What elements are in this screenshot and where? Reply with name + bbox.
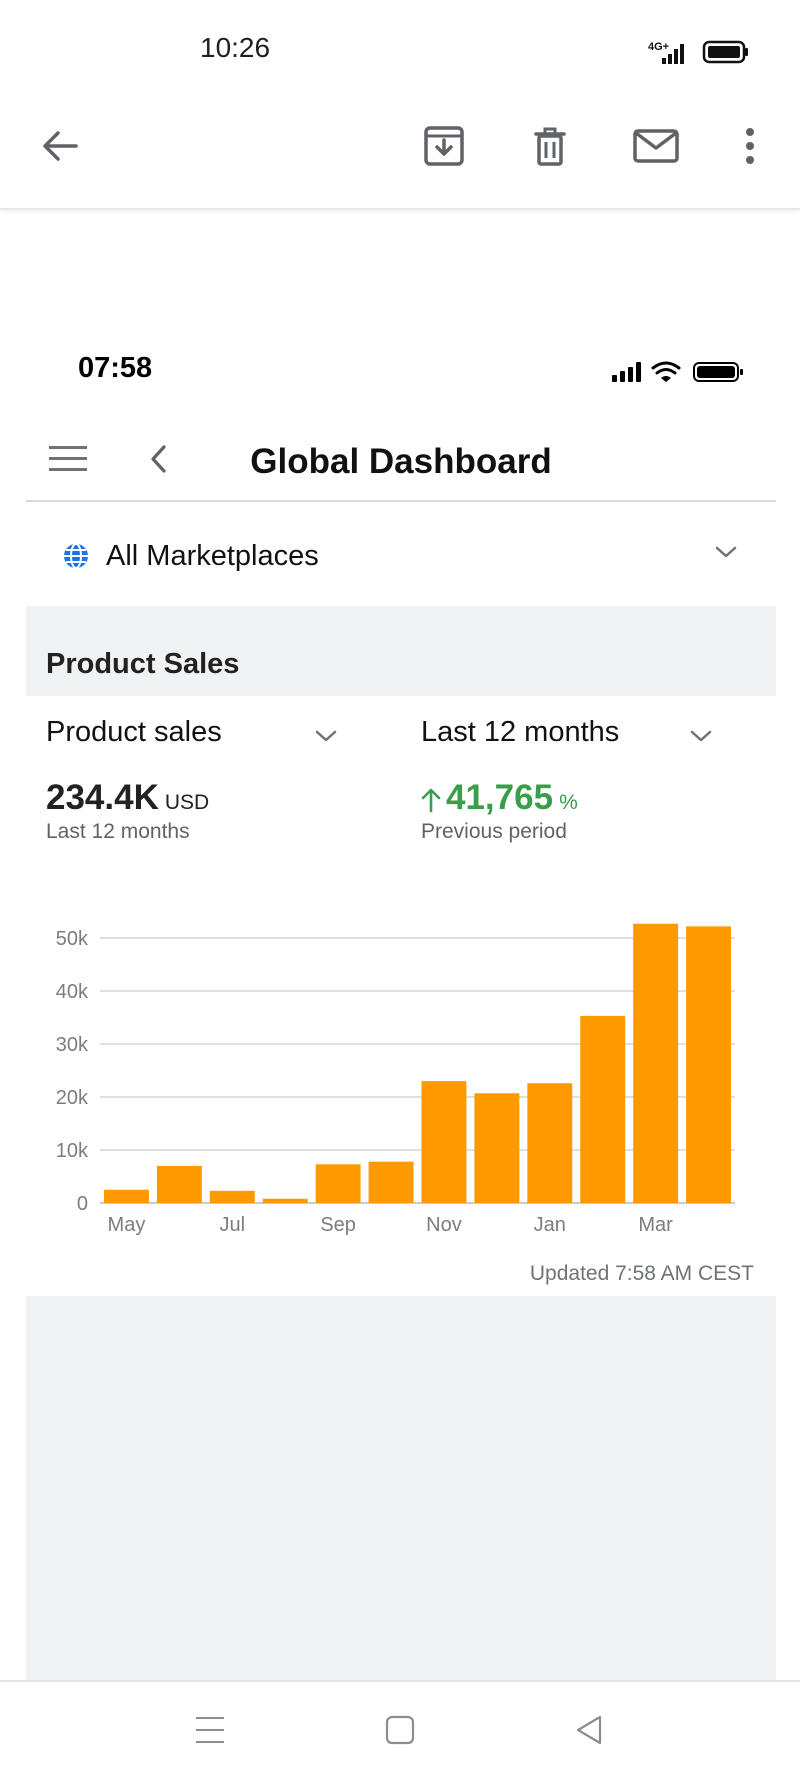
metric-value-number: 234.4K [46,778,159,817]
y-tick-label: 20k [56,1087,89,1109]
battery-icon [693,362,743,382]
x-tick-label: Nov [426,1214,462,1236]
back-arrow-icon [43,131,78,161]
chevron-left-icon [151,445,166,473]
back-button[interactable] [28,114,92,178]
y-tick-label: 50k [56,928,89,950]
metric-value-unit: USD [164,791,210,814]
chevron-down-icon [690,730,712,742]
y-tick-label: 40k [56,981,89,1003]
menu-button[interactable] [48,444,90,474]
chart-y-ticks: 0 10k 20k 30k 40k 50k [56,928,89,1215]
x-tick-label: Mar [638,1214,673,1236]
recents-button[interactable] [190,1714,230,1746]
chart-grid [100,937,735,1204]
product-sales-chart: 0 10k 20k 30k 40k 50k May Jul Sep Nov Jan Mar [56,923,735,1236]
triangle-back-icon [576,1715,602,1745]
metric-value: 234.4K USD [46,778,209,818]
network-type-label: 4G+ [648,41,669,53]
inner-status-time: 07:58 [78,352,153,384]
more-vert-icon [746,128,754,164]
mail-icon [633,129,679,163]
trash-icon [534,127,566,166]
hamburger-menu-icon [49,446,87,471]
y-tick-label: 10k [56,1140,89,1162]
chart-bar-mar[interactable] [633,923,679,1203]
metric-selector[interactable]: Product sales [46,716,346,760]
chevron-down-icon [315,730,337,742]
chart-bar-jan[interactable] [527,1083,573,1203]
change-value-unit: % [559,791,578,814]
change-value: 41,765% [420,778,578,818]
metric-selector-label: Product sales [46,716,222,748]
chart-bars [104,923,731,1203]
delete-button[interactable] [518,114,582,178]
email-toolbar [0,92,800,210]
updated-timestamp: Updated 7:58 AM CEST [529,1262,754,1285]
more-options-button[interactable] [718,114,782,178]
arrow-up-icon [421,788,441,813]
cellular-signal-icon [612,362,641,382]
back-button[interactable] [148,444,170,474]
chart-bar-aug[interactable] [262,1198,308,1203]
chart-x-ticks: May Jul Sep Nov Jan Mar [108,1214,674,1236]
period-selector-label: Last 12 months [421,716,620,748]
section-title: Product Sales [46,648,240,680]
marketplace-selector[interactable]: All Marketplaces [26,504,776,604]
chart-bar-nov[interactable] [421,1081,467,1203]
square-home-icon [385,1715,415,1745]
chart-bar-feb[interactable] [580,1015,626,1203]
outer-status-time: 10:26 [200,32,271,63]
mark-unread-button[interactable] [624,114,688,178]
chart-bar-jul[interactable] [209,1190,255,1203]
page-title: Global Dashboard [250,442,552,481]
metric-period-label: Last 12 months [46,820,190,843]
empty-content-panel [26,1296,776,1680]
archive-icon [424,126,464,166]
home-button[interactable] [380,1712,420,1748]
signal-icon: 4G+ [648,41,684,64]
marketplace-label: All Marketplaces [106,540,319,572]
inner-status-icons [612,360,748,384]
outer-status-icons: 4G+ [648,38,750,68]
y-tick-label: 30k [56,1034,89,1056]
chart-bar-jun[interactable] [156,1165,202,1203]
period-selector[interactable]: Last 12 months [421,716,721,760]
chevron-down-icon [715,546,737,558]
dashboard-header: Global Dashboard [26,424,776,502]
menu-lines-icon [196,1717,224,1743]
chart-bar-oct[interactable] [368,1161,414,1203]
globe-icon [64,543,88,569]
archive-button[interactable] [412,114,476,178]
battery-icon [702,40,748,64]
change-period-label: Previous period [421,820,567,843]
wifi-icon [651,361,681,382]
chart-bar-sep[interactable] [315,1164,361,1203]
x-tick-label: May [108,1214,146,1236]
y-tick-label: 0 [77,1193,88,1215]
x-tick-label: Jan [534,1214,566,1236]
chart-bar-may[interactable] [104,1189,149,1203]
nav-back-button[interactable] [570,1712,610,1748]
x-tick-label: Sep [320,1214,356,1236]
change-value-number: 41,765 [446,778,554,817]
system-nav-bar [0,1680,800,1780]
section-header: Product Sales [26,606,776,696]
x-tick-label: Jul [220,1214,246,1236]
chart-bar-apr[interactable] [686,926,731,1203]
chart-bar-dec[interactable] [474,1093,520,1203]
